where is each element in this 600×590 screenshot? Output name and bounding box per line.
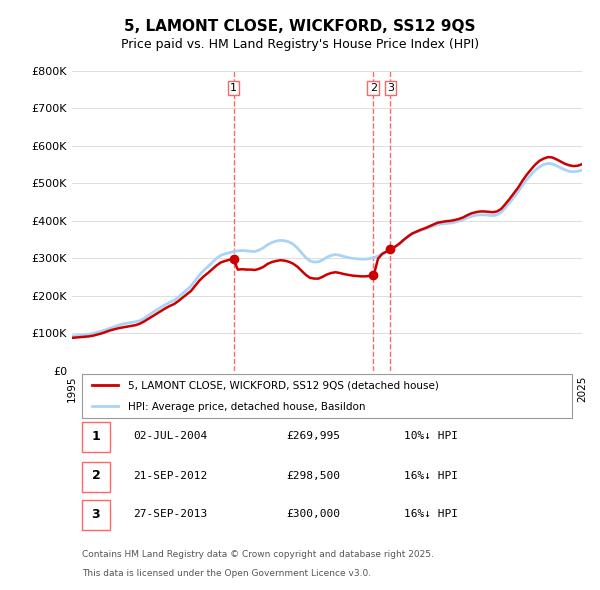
Text: 5, LAMONT CLOSE, WICKFORD, SS12 9QS (detached house): 5, LAMONT CLOSE, WICKFORD, SS12 9QS (det… [128, 381, 439, 391]
FancyBboxPatch shape [82, 422, 110, 453]
Text: £269,995: £269,995 [286, 431, 340, 441]
Text: 3: 3 [92, 508, 100, 521]
Text: £300,000: £300,000 [286, 509, 340, 519]
Text: 2: 2 [92, 469, 100, 482]
Text: 1: 1 [92, 430, 100, 442]
Text: Price paid vs. HM Land Registry's House Price Index (HPI): Price paid vs. HM Land Registry's House … [121, 38, 479, 51]
FancyBboxPatch shape [82, 374, 572, 418]
FancyBboxPatch shape [82, 462, 110, 492]
Text: 5, LAMONT CLOSE, WICKFORD, SS12 9QS: 5, LAMONT CLOSE, WICKFORD, SS12 9QS [124, 19, 476, 34]
Text: 16%↓ HPI: 16%↓ HPI [404, 471, 458, 481]
Text: 21-SEP-2012: 21-SEP-2012 [133, 471, 208, 481]
Text: £298,500: £298,500 [286, 471, 340, 481]
FancyBboxPatch shape [82, 500, 110, 530]
Text: Contains HM Land Registry data © Crown copyright and database right 2025.: Contains HM Land Registry data © Crown c… [82, 549, 434, 559]
Text: 02-JUL-2004: 02-JUL-2004 [133, 431, 208, 441]
Text: This data is licensed under the Open Government Licence v3.0.: This data is licensed under the Open Gov… [82, 569, 371, 578]
Text: 10%↓ HPI: 10%↓ HPI [404, 431, 458, 441]
Text: 2: 2 [370, 83, 377, 93]
Text: HPI: Average price, detached house, Basildon: HPI: Average price, detached house, Basi… [128, 402, 365, 412]
Text: 3: 3 [387, 83, 394, 93]
Text: 1: 1 [230, 83, 237, 93]
Text: 27-SEP-2013: 27-SEP-2013 [133, 509, 208, 519]
Text: 16%↓ HPI: 16%↓ HPI [404, 509, 458, 519]
